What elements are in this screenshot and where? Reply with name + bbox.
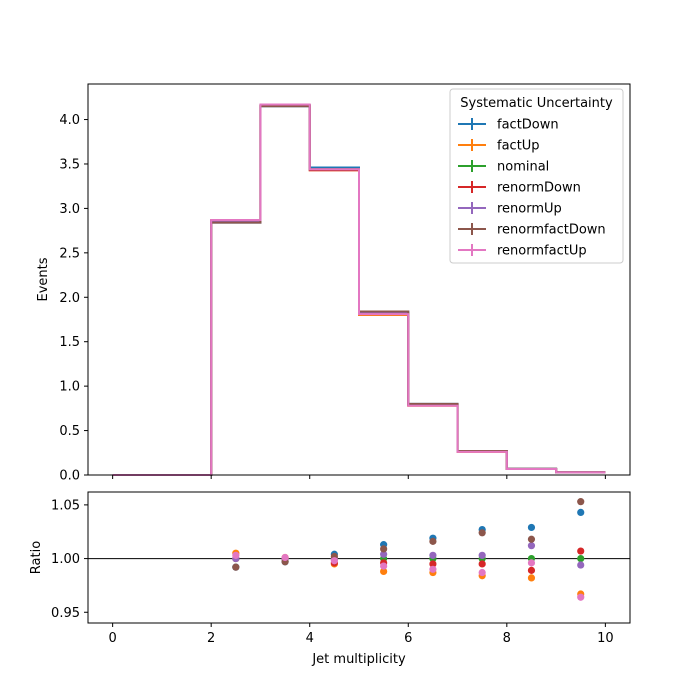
ratio-y-tick-label: 0.95 — [51, 606, 80, 621]
ratio-axes-frame — [87, 491, 631, 624]
histogram-y-tick-label: 4.0 — [59, 113, 80, 128]
histogram-y-tick-label: 1.5 — [59, 335, 80, 350]
ratio-x-tick-label: 4 — [306, 631, 314, 646]
ratio-point-renormfactUp — [478, 568, 486, 577]
ratio-point-renormfactUp — [232, 551, 240, 559]
ratio-point-renormfactDown — [577, 498, 585, 506]
ratio-point-renormfactDown — [232, 563, 240, 571]
legend-entry-factUp: factUp — [458, 139, 540, 154]
ratio-x-tick-label: 2 — [207, 631, 215, 646]
ratio-x-tick-label: 8 — [503, 631, 511, 646]
ratio-point-renormfactDown — [478, 529, 486, 537]
legend-entry-renormDown: renormDown — [458, 181, 581, 196]
ratio-point-renormfactUp — [577, 593, 585, 601]
histogram-y-tick-label: 2.0 — [59, 291, 80, 306]
ratio-point-renormfactUp — [429, 565, 437, 573]
histogram-axes-frame — [87, 83, 631, 476]
ratio-point-factDown — [527, 523, 536, 532]
legend-entry-factDown: factDown — [458, 118, 559, 133]
legend-entry-nominal: nominal — [458, 160, 549, 175]
ratio-x-tick-label: 10 — [597, 631, 614, 646]
ratio-point-nominal — [577, 554, 585, 563]
legend-label: factDown — [497, 118, 559, 133]
ratio-point-renormUp — [429, 551, 437, 559]
ratio-point-factDown — [577, 508, 585, 516]
ratio-point-renormfactDown — [429, 537, 437, 545]
histogram-y-axis-label: Events — [36, 257, 51, 301]
ratio-point-renormDown — [429, 560, 437, 568]
ratio-y-tick-label: 1.05 — [51, 498, 80, 513]
histogram-y-ticks: 0.0 0.5 1.0 1.5 2.0 2.5 3.0 3.5 4.0 — [59, 113, 88, 484]
ratio-point-renormfactDown — [380, 545, 388, 553]
ratio-panel: 0.95 1.00 1.05 0 2 4 6 8 10 Ratio Jet multiplic… — [29, 491, 631, 667]
legend-entry-renormfactDown: renormfactDown — [458, 223, 606, 238]
ratio-point-renormfactDown — [527, 535, 536, 543]
ratio-point-renormfactUp — [330, 557, 338, 565]
ratio-point-renormfactUp — [527, 559, 536, 567]
legend-title: Systematic Uncertainty — [460, 96, 613, 111]
ratio-y-ticks: 0.95 1.00 1.05 — [51, 498, 88, 621]
legend-label: renormfactUp — [497, 244, 587, 259]
histogram-y-tick-label: 0.5 — [59, 424, 80, 439]
histogram-y-tick-label: 1.0 — [59, 380, 80, 395]
legend-label: nominal — [497, 160, 549, 175]
legend-label: renormUp — [497, 202, 562, 217]
legend-label: renormDown — [497, 181, 581, 196]
histogram-y-tick-label: 0.0 — [59, 469, 80, 484]
ratio-point-renormDown — [478, 560, 486, 568]
ratio-x-tick-label: 0 — [108, 631, 116, 646]
legend-entries: factDown factUp nominal renormDown renormUp r… — [458, 118, 606, 259]
ratio-x-ticks: 0 2 4 6 8 10 — [108, 623, 614, 646]
legend-frame — [449, 88, 624, 264]
histogram-y-tick-label: 3.5 — [59, 157, 80, 172]
ratio-point-renormDown — [527, 566, 536, 574]
legend: Systematic Uncertainty factDown factUp nom… — [449, 88, 624, 264]
ratio-point-renormfactUp — [380, 562, 388, 570]
legend-entry-renormfactUp: renormfactUp — [458, 244, 587, 259]
ratio-point-renormUp — [577, 561, 585, 569]
ratio-point-factUp — [380, 567, 388, 576]
legend-entry-renormUp: renormUp — [458, 202, 562, 217]
x-axis-label: Jet multiplicity — [311, 652, 406, 667]
histogram-series-group — [112, 103, 606, 476]
ratio-point-renormUp — [478, 551, 486, 559]
histogram-series-renormfactUp — [112, 103, 606, 476]
ratio-point-renormUp — [527, 542, 536, 550]
ratio-x-tick-label: 6 — [404, 631, 412, 646]
histogram-x-ticks — [112, 475, 606, 479]
ratio-point-renormUp — [380, 550, 388, 558]
histogram-panel: 0.0 0.5 1.0 1.5 2.0 2.5 3.0 3.5 4.0 Events — [36, 83, 631, 484]
ratio-point-renormDown — [577, 547, 585, 555]
ratio-y-axis-label: Ratio — [29, 541, 44, 574]
ratio-y-tick-label: 1.00 — [51, 552, 80, 567]
ratio-point-renormfactUp — [281, 553, 289, 562]
legend-label: renormfactDown — [497, 223, 606, 238]
legend-label: factUp — [497, 139, 540, 154]
histogram-y-tick-label: 3.0 — [59, 202, 80, 217]
ratio-point-factUp — [527, 574, 536, 582]
histogram-y-tick-label: 2.5 — [59, 246, 80, 261]
ratio-points-group — [232, 498, 585, 601]
